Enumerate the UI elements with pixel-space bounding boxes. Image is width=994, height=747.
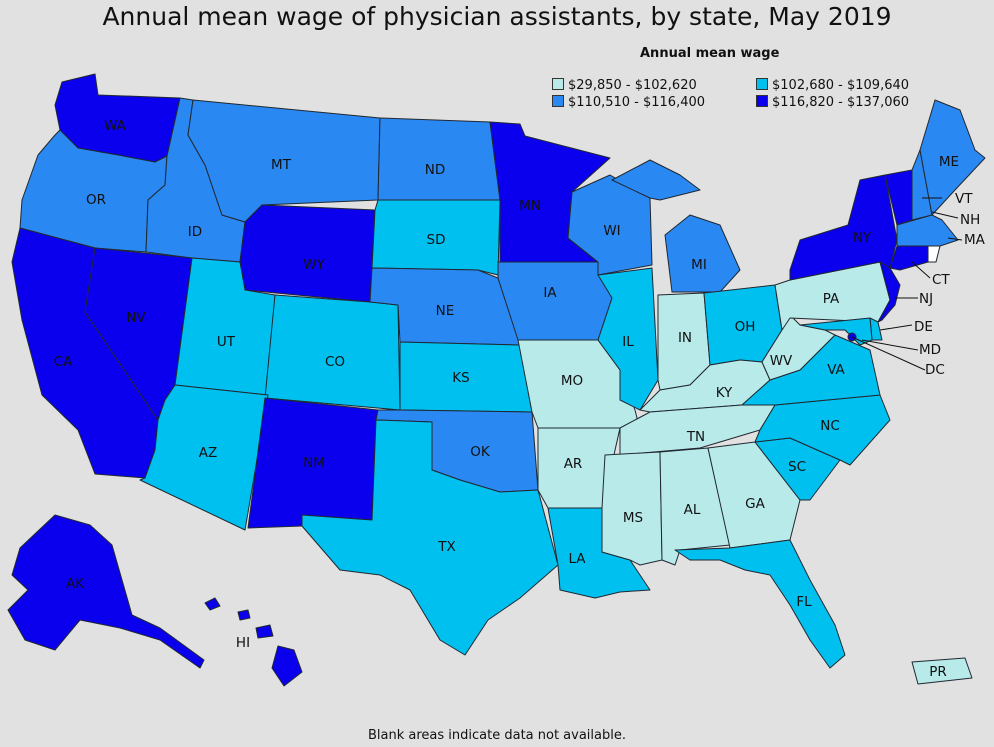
label-KS: KS bbox=[452, 370, 469, 386]
leader-DE bbox=[879, 324, 913, 331]
label-PA: PA bbox=[823, 291, 840, 307]
leader-MD bbox=[861, 339, 919, 351]
label-MI: MI bbox=[691, 257, 707, 273]
label-MA: MA bbox=[964, 232, 986, 248]
label-OK: OK bbox=[470, 444, 491, 460]
label-TN: TN bbox=[686, 429, 705, 445]
label-NC: NC bbox=[820, 418, 840, 434]
label-NJ: NJ bbox=[919, 291, 933, 307]
legend-item-1: $29,850 - $102,620 bbox=[552, 78, 697, 93]
state-FL bbox=[674, 539, 846, 669]
label-MO: MO bbox=[561, 373, 583, 389]
label-CA: CA bbox=[54, 354, 73, 370]
state-NY bbox=[789, 174, 898, 281]
label-NY: NY bbox=[853, 230, 872, 246]
label-UT: UT bbox=[217, 334, 236, 350]
label-GA: GA bbox=[745, 496, 765, 512]
label-HI: HI bbox=[236, 635, 250, 651]
label-WI: WI bbox=[603, 223, 620, 239]
label-IN: IN bbox=[678, 330, 692, 346]
state-CT bbox=[889, 245, 929, 271]
label-MN: MN bbox=[519, 198, 541, 214]
label-IL: IL bbox=[622, 334, 634, 350]
state-ME bbox=[919, 99, 986, 216]
label-NM: NM bbox=[303, 455, 325, 471]
label-ND: ND bbox=[425, 162, 446, 178]
legend-swatch-3 bbox=[552, 95, 564, 107]
state-CO bbox=[264, 294, 401, 411]
legend-label-4: $116,820 - $137,060 bbox=[772, 95, 910, 110]
label-WY: WY bbox=[303, 257, 325, 273]
leader-DC bbox=[851, 336, 926, 371]
label-AR: AR bbox=[564, 456, 583, 472]
legend-item-4: $116,820 - $137,060 bbox=[756, 95, 909, 110]
label-MT: MT bbox=[271, 157, 292, 173]
label-MS: MS bbox=[623, 510, 643, 526]
map-title: Annual mean wage of physician assistants… bbox=[102, 2, 892, 31]
state-NJ bbox=[877, 261, 901, 323]
leader-NH bbox=[931, 211, 959, 219]
label-ME: ME bbox=[939, 154, 959, 170]
label-NE: NE bbox=[436, 303, 455, 319]
state-IL bbox=[597, 267, 659, 411]
state-TX bbox=[301, 419, 559, 656]
legend-swatch-1 bbox=[552, 78, 564, 90]
legend-swatch-4 bbox=[756, 95, 768, 107]
label-MD: MD bbox=[919, 342, 941, 358]
label-CT: CT bbox=[932, 272, 950, 288]
legend-label-3: $110,510 - $116,400 bbox=[568, 95, 706, 110]
legend-label-1: $29,850 - $102,620 bbox=[568, 78, 697, 93]
label-LA: LA bbox=[568, 551, 586, 567]
label-SC: SC bbox=[788, 459, 806, 475]
label-OH: OH bbox=[735, 319, 756, 335]
state-IA bbox=[497, 261, 613, 341]
label-VA: VA bbox=[827, 362, 845, 378]
label-OR: OR bbox=[86, 192, 106, 208]
label-NH: NH bbox=[960, 212, 980, 228]
label-AZ: AZ bbox=[199, 445, 217, 461]
state-MS bbox=[601, 451, 663, 566]
label-ID: ID bbox=[188, 224, 202, 240]
label-SD: SD bbox=[427, 232, 446, 248]
label-DE: DE bbox=[914, 319, 933, 335]
state-MI bbox=[611, 159, 741, 293]
label-WA: WA bbox=[104, 118, 127, 134]
label-AL: AL bbox=[684, 502, 701, 518]
state-HI bbox=[204, 597, 303, 687]
legend-item-2: $102,680 - $109,640 bbox=[756, 78, 909, 93]
label-NV: NV bbox=[126, 310, 146, 326]
label-TX: TX bbox=[437, 539, 456, 555]
state-RI bbox=[927, 245, 941, 263]
state-PR bbox=[911, 657, 973, 685]
legend-label-2: $102,680 - $109,640 bbox=[772, 78, 910, 93]
legend-title: Annual mean wage bbox=[640, 46, 780, 61]
legend-swatch-2 bbox=[756, 78, 768, 90]
label-AK: AK bbox=[66, 576, 85, 592]
leader-MA bbox=[947, 237, 963, 241]
label-FL: FL bbox=[796, 594, 812, 610]
label-IA: IA bbox=[543, 285, 557, 301]
label-PR: PR bbox=[929, 664, 947, 680]
state-WY bbox=[239, 204, 376, 303]
state-GA bbox=[707, 441, 801, 549]
label-VT: VT bbox=[955, 191, 973, 207]
label-KY: KY bbox=[716, 385, 733, 401]
footnote: Blank areas indicate data not available. bbox=[368, 728, 626, 743]
state-AK bbox=[7, 514, 205, 669]
label-DC: DC bbox=[925, 362, 945, 378]
legend-item-3: $110,510 - $116,400 bbox=[552, 95, 705, 110]
label-CO: CO bbox=[325, 354, 345, 370]
leader-CT bbox=[911, 261, 931, 279]
label-WV: WV bbox=[770, 353, 793, 369]
state-ND bbox=[377, 117, 501, 201]
